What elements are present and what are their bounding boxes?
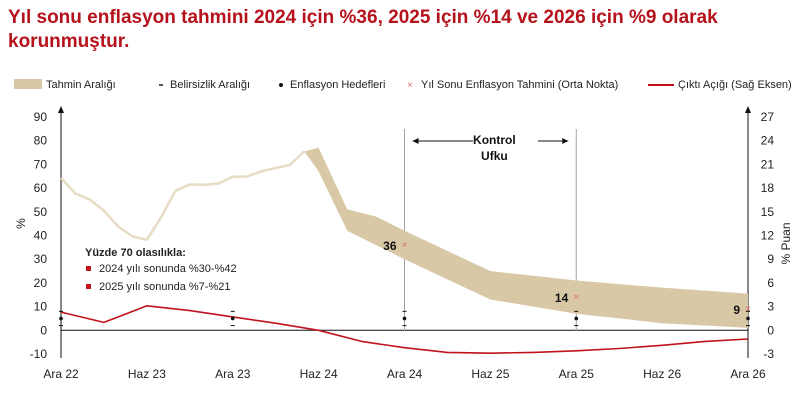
right-tick-label: 15 — [761, 205, 775, 219]
right-tick-label: 24 — [761, 134, 775, 148]
legend-targets-marker — [279, 83, 283, 87]
left-tick-label: 30 — [34, 252, 48, 266]
probability-note: Yüzde 70 olasılıkla: 2024 yılı sonunda %… — [85, 247, 237, 293]
chart-title: Yıl sonu enflasyon tahmini 2024 için %36… — [8, 7, 718, 52]
inflation-target-point — [746, 316, 750, 321]
legend-midpoint-label: Yıl Sonu Enflasyon Tahmini (Orta Nokta) — [421, 79, 618, 91]
left-tick-label: 80 — [34, 134, 48, 148]
inflation-history-line — [60, 150, 306, 242]
control-horizon-label-1: Kontrol — [473, 133, 516, 147]
right-tick-label: 0 — [767, 323, 774, 337]
left-tick-label: 70 — [34, 157, 48, 171]
plot-area: Kontrol Ufku × 36 × 14 × 9 — [59, 129, 751, 355]
midpoint-label: 36 — [383, 239, 397, 253]
right-tick-label: -3 — [763, 347, 774, 361]
x-tick-label: Haz 25 — [471, 367, 509, 381]
legend-range-swatch — [14, 79, 42, 89]
legend-range-label: Tahmin Aralığı — [46, 79, 116, 91]
right-tick-label: 18 — [761, 181, 775, 195]
right-tick-label: 6 — [767, 276, 774, 290]
right-tick-label: 3 — [767, 300, 774, 314]
right-tick-label: 9 — [767, 252, 774, 266]
control-horizon-left-arrowhead — [412, 138, 419, 144]
midpoint-marker: × — [573, 292, 579, 303]
control-horizon-right-arrowhead — [562, 138, 569, 144]
left-tick-label: 10 — [34, 300, 48, 314]
x-tick-label: Haz 26 — [643, 367, 681, 381]
x-tick-label: Ara 22 — [43, 367, 79, 381]
x-tick-label: Ara 26 — [730, 367, 766, 381]
left-tick-label: 50 — [34, 205, 48, 219]
legend-targets-label: Enflasyon Hedefleri — [290, 79, 385, 91]
note-bullet-2 — [86, 284, 91, 289]
x-tick-label: Haz 23 — [128, 367, 166, 381]
note-heading: Yüzde 70 olasılıkla: — [85, 247, 186, 259]
left-axis-title: % — [14, 218, 28, 229]
inflation-target-point — [59, 316, 63, 321]
legend-gap-label: Çıktı Açığı (Sağ Eksen) — [678, 79, 792, 91]
x-tick-label: Haz 24 — [300, 367, 338, 381]
inflation-target-point — [230, 316, 235, 321]
right-axis-arrow — [745, 106, 751, 113]
output-gap-line — [60, 304, 749, 355]
midpoint-marker: × — [745, 304, 751, 315]
legend: Tahmin Aralığı Belirsizlik Aralığı Enfla… — [14, 79, 792, 91]
axes: -100102030405060708090-30369121518212427… — [14, 106, 793, 381]
midpoint-label: 14 — [555, 291, 569, 305]
note-bullet-1 — [86, 266, 91, 271]
left-tick-label: 40 — [34, 229, 48, 243]
left-tick-label: 20 — [34, 276, 48, 290]
right-tick-label: 27 — [761, 110, 775, 124]
right-axis-title: % Puan — [779, 222, 793, 264]
legend-uncertainty-label: Belirsizlik Aralığı — [170, 79, 250, 91]
left-tick-label: -10 — [30, 347, 48, 361]
left-tick-label: 90 — [34, 110, 48, 124]
x-tick-label: Ara 24 — [387, 367, 423, 381]
legend-midpoint-marker: × — [407, 80, 413, 91]
midpoint-marker: × — [402, 240, 408, 251]
left-tick-label: 0 — [40, 323, 47, 337]
inflation-target-point — [402, 316, 407, 321]
midpoint-label: 9 — [733, 303, 740, 317]
left-axis-arrow — [58, 106, 64, 113]
right-tick-label: 21 — [761, 157, 775, 171]
inflation-target-point — [574, 316, 579, 321]
right-tick-label: 12 — [761, 229, 775, 243]
x-tick-label: Ara 25 — [559, 367, 595, 381]
note-item-1: 2024 yılı sonunda %30-%42 — [99, 263, 237, 275]
left-tick-label: 60 — [34, 181, 48, 195]
control-horizon-label-2: Ufku — [481, 149, 508, 163]
x-tick-label: Ara 23 — [215, 367, 251, 381]
note-item-2: 2025 yılı sonunda %7-%21 — [99, 281, 230, 293]
forecast-band — [304, 147, 748, 328]
